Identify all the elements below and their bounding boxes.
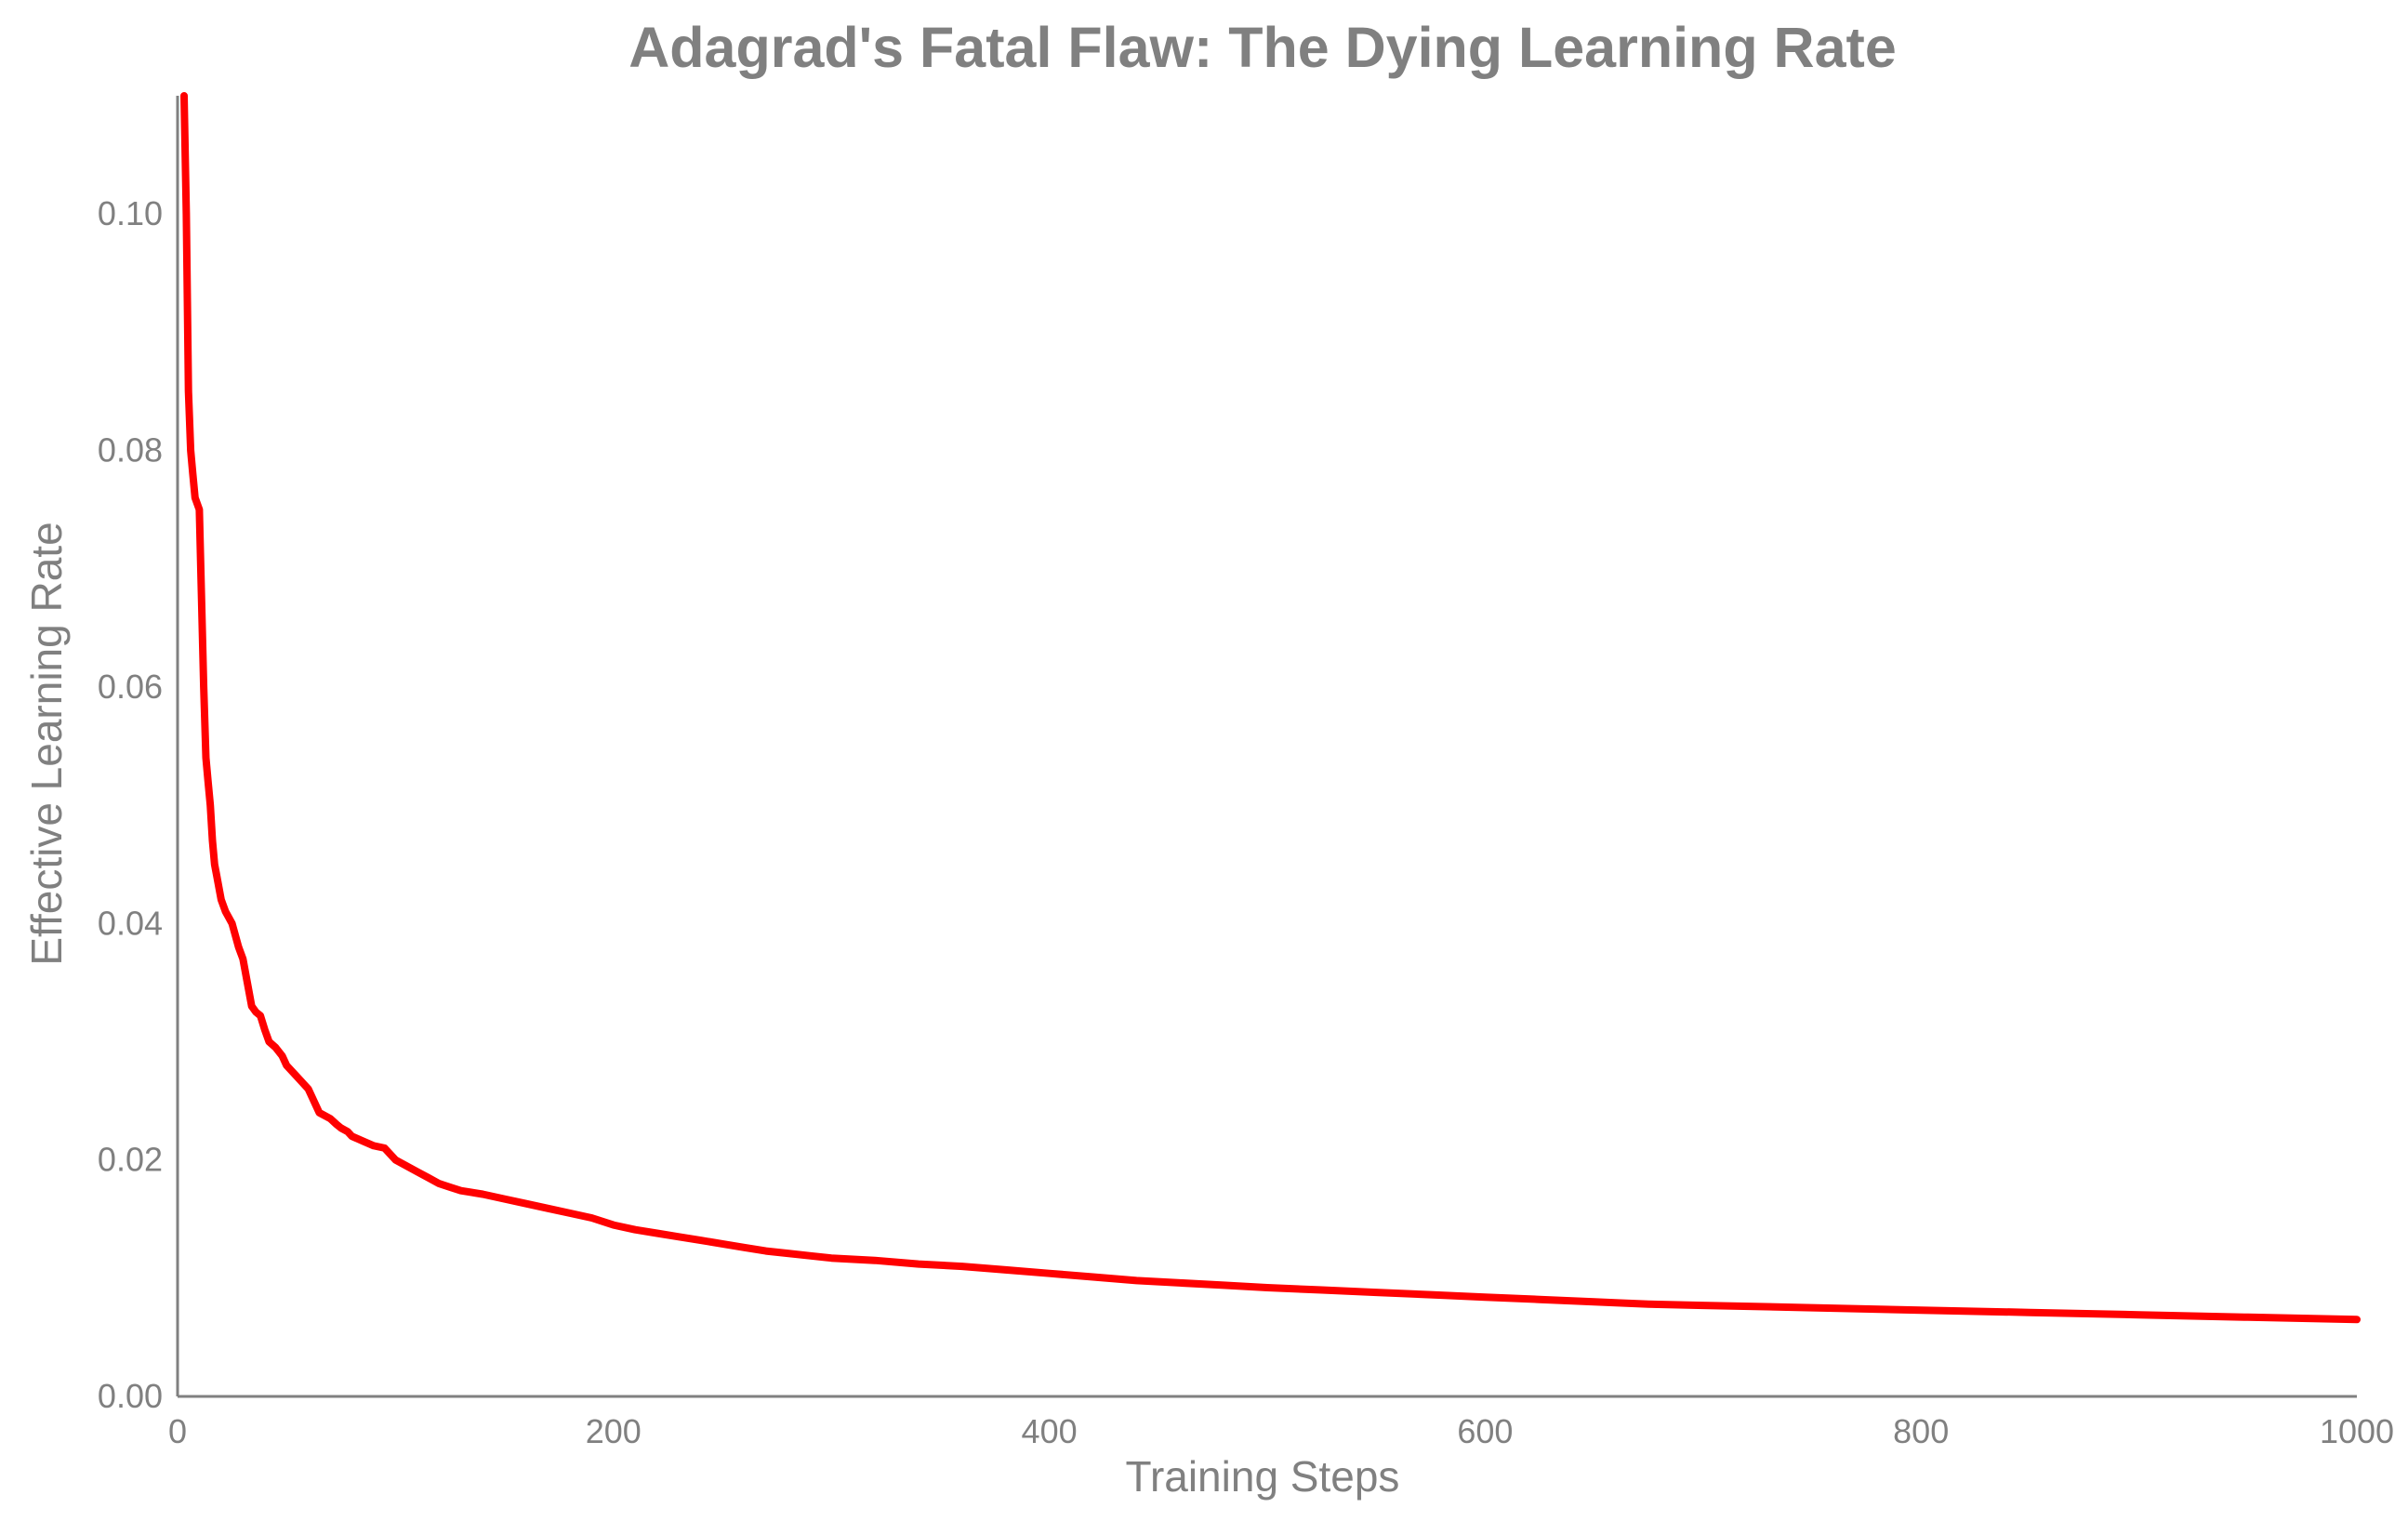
y-axis-ticks: 0.00 0.02 0.04 0.06 0.08 0.10	[98, 194, 163, 1415]
x-tick-label: 600	[1457, 1412, 1513, 1450]
chart-title: Adagrad's Fatal Flaw: The Dying Learning…	[628, 16, 1897, 79]
x-tick-label: 200	[586, 1412, 642, 1450]
y-tick-label: 0.02	[98, 1141, 163, 1179]
y-tick-label: 0.06	[98, 668, 163, 706]
x-tick-label: 800	[1893, 1412, 1949, 1450]
plot-area	[180, 92, 2361, 1324]
y-tick-label: 0.00	[98, 1377, 163, 1415]
y-tick-label: 0.10	[98, 194, 163, 232]
y-tick-label: 0.08	[98, 431, 163, 470]
x-tick-label: 400	[1022, 1412, 1078, 1450]
y-tick-label: 0.04	[98, 904, 163, 942]
learning-rate-line	[180, 92, 2361, 1324]
y-axis-label: Effective Learning Rate	[22, 522, 71, 965]
x-axis-ticks: 0 200 400 600 800 1000	[168, 1412, 2394, 1450]
x-tick-label: 0	[168, 1412, 187, 1450]
x-axis-label: Training Steps	[1126, 1452, 1400, 1501]
x-tick-label: 1000	[2320, 1412, 2394, 1450]
